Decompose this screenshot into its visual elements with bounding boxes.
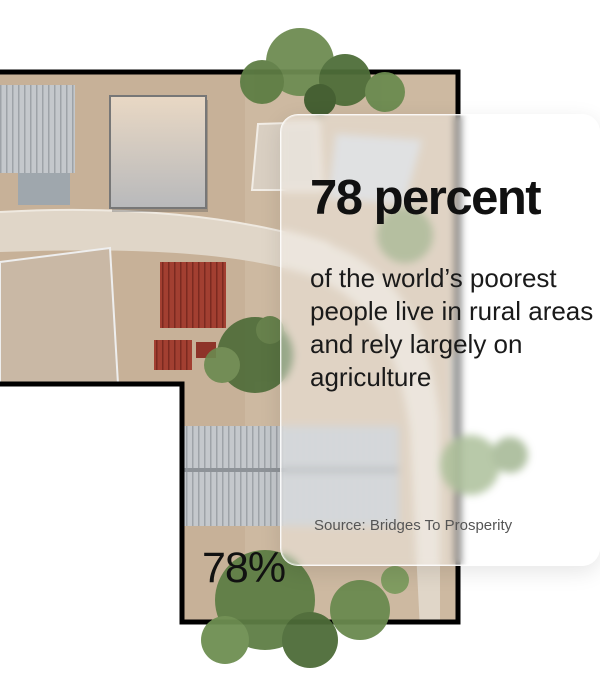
house-roof-top-center [109, 95, 207, 209]
info-card [280, 114, 600, 566]
headline: 78 percent [310, 171, 542, 225]
source-citation: Source: Bridges To Prosperity [314, 517, 513, 534]
body-text: of the world’s poorest people live in ru… [310, 263, 594, 392]
red-roof-house [160, 262, 226, 328]
stat-percentage: 78% [202, 544, 286, 592]
house-roof-top-left [0, 85, 75, 173]
red-roof-shed [154, 340, 192, 370]
trees [201, 28, 528, 668]
house-roof-left [0, 246, 120, 385]
